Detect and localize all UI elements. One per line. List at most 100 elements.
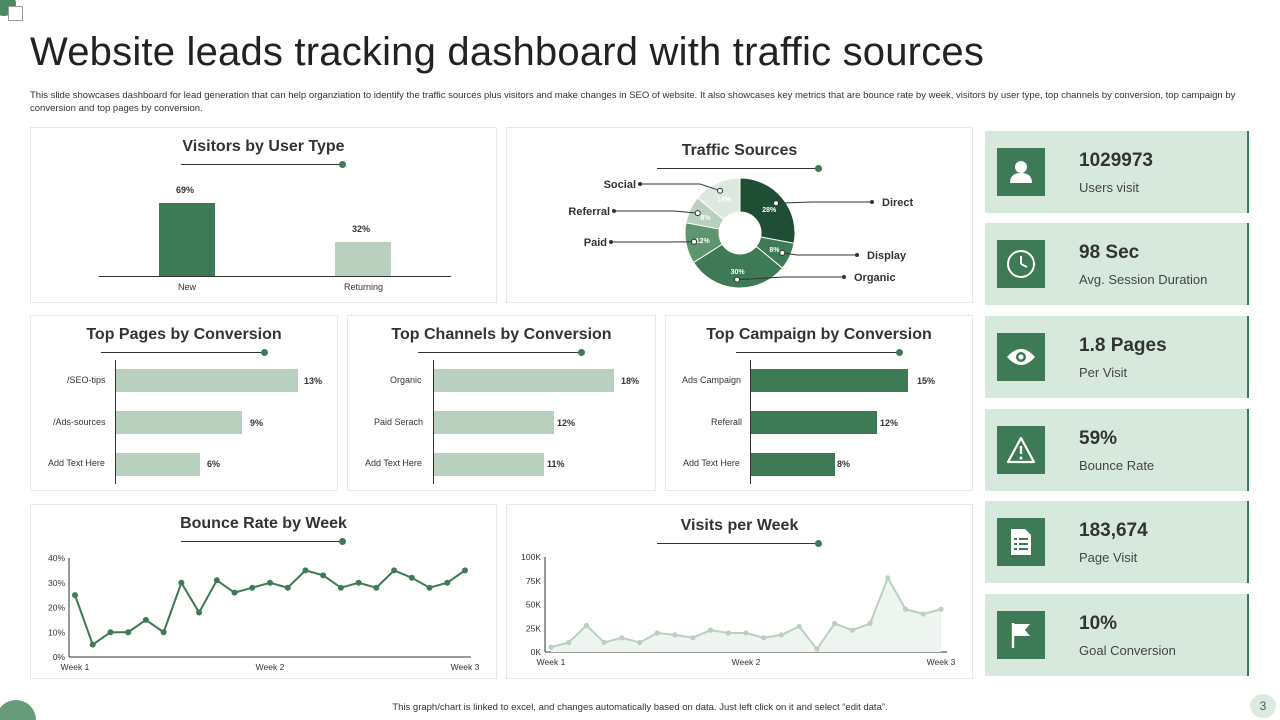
traffic-panel[interactable]: Traffic Sources 28% 8% 30% 12% 8% 14% Direct D… [506, 127, 973, 303]
top-channels-value-1: 18% [621, 376, 640, 386]
visits-panel[interactable]: Visits per Week 0K 25K 50K 75K 100K Week 1 Wee… [506, 504, 973, 679]
traffic-leader-end [870, 200, 874, 204]
kpi-users-visit[interactable]: 1029973 Users visit [985, 131, 1249, 213]
x-tick-label: Week 1 [537, 657, 566, 667]
y-tick-label: 30% [48, 578, 65, 588]
data-point [796, 623, 802, 629]
traffic-leader-line [776, 201, 872, 204]
eye-icon [997, 333, 1045, 381]
y-tick-label: 50K [526, 600, 541, 610]
traffic-slice-label: 12% [696, 238, 711, 245]
traffic-legend-social: Social [604, 179, 636, 191]
kpi-goal-conversion[interactable]: 10% Goal Conversion [985, 594, 1249, 676]
data-point [72, 592, 78, 599]
traffic-leader-end [855, 253, 859, 257]
x-tick-label: Week 3 [451, 662, 480, 672]
top-pages-bar-2[interactable] [116, 411, 242, 434]
data-point [89, 641, 96, 648]
traffic-leader-marker [773, 200, 780, 207]
data-point [637, 639, 643, 646]
top-channels-label-3: Add Text Here [365, 458, 422, 468]
traffic-slice-label: 8% [769, 247, 780, 254]
data-point [725, 630, 731, 636]
data-point [902, 606, 909, 612]
top-campaign-label-2: Referall [711, 417, 743, 427]
data-point [619, 635, 625, 641]
data-point [320, 572, 327, 579]
top-channels-panel[interactable]: Top Channels by Conversion Organic 18% P… [347, 315, 656, 491]
visitors-label-returning: Returning [344, 282, 384, 292]
top-pages-bar-3[interactable] [116, 453, 200, 476]
kpi-bounce-rate[interactable]: 59% Bounce Rate [985, 409, 1249, 491]
data-point [832, 620, 838, 627]
data-point [548, 644, 554, 650]
area-fill [551, 577, 941, 652]
data-point [408, 574, 415, 581]
y-tick-label: 10% [48, 627, 65, 637]
traffic-leader-marker [734, 276, 741, 283]
traffic-leader-end [609, 240, 613, 244]
traffic-leader-marker [691, 238, 698, 245]
visitors-label-new: New [178, 282, 197, 292]
data-point [249, 584, 256, 591]
top-pages-panel[interactable]: Top Pages by Conversion /SEO-tips 13% /A… [30, 315, 338, 491]
data-point [426, 584, 433, 591]
top-pages-bar-1[interactable] [116, 369, 298, 392]
data-point [391, 567, 398, 574]
corner-square [8, 6, 23, 21]
top-pages-value-2: 9% [250, 418, 264, 428]
top-campaign-bar-2[interactable] [751, 411, 877, 434]
top-campaign-bar-1[interactable] [751, 369, 908, 392]
kpi-page-visit-value: 183,674 [1079, 520, 1148, 541]
top-channels-bar-3[interactable] [434, 453, 544, 476]
kpi-pages-per-visit-value: 1.8 Pages [1079, 335, 1167, 356]
traffic-leader-line [737, 276, 844, 281]
data-point [373, 584, 380, 591]
visitors-bar-new[interactable] [159, 203, 215, 276]
top-channels-label-1: Organic [390, 375, 422, 385]
data-point [107, 629, 114, 636]
kpi-pages-per-visit[interactable]: 1.8 Pages Per Visit [985, 316, 1249, 398]
bounce-panel[interactable]: Bounce Rate by Week 0% 10% 20% 30% 40% Week 1… [30, 504, 497, 679]
clock-icon [997, 240, 1045, 288]
traffic-slice-label: 14% [717, 197, 732, 204]
kpi-pages-per-visit-label: Per Visit [1079, 365, 1128, 380]
visitors-title: Visitors by User Type [182, 138, 345, 155]
data-point [885, 575, 891, 581]
visitors-underline [181, 161, 346, 168]
visitors-bar-returning[interactable] [335, 242, 391, 276]
visitors-value-returning: 32% [352, 224, 371, 234]
kpi-page-visit-label: Page Visit [1079, 550, 1138, 565]
kpi-users-visit-value: 1029973 [1079, 150, 1153, 171]
kpi-session-duration-value: 98 Sec [1079, 242, 1140, 263]
top-campaign-bar-3[interactable] [751, 453, 835, 476]
kpi-page-visit[interactable]: 183,674 Page Visit [985, 501, 1249, 583]
top-pages-value-1: 13% [304, 376, 323, 386]
traffic-legend-display: Display [867, 250, 907, 262]
traffic-donut-chart[interactable]: 28% 8% 30% 12% 8% 14% Direct Display Organic Pai… [507, 128, 974, 304]
traffic-leader-end [638, 182, 642, 186]
kpi-goal-conversion-label: Goal Conversion [1079, 643, 1176, 658]
top-campaign-value-3: 8% [837, 459, 851, 469]
top-channels-bar-2[interactable] [434, 411, 554, 434]
visits-area-chart[interactable]: 0K 25K 50K 75K 100K Week 1 Week 2 Week 3 [507, 505, 974, 680]
visitors-panel[interactable]: Visitors by User Type 69% 32% New Return… [30, 127, 497, 303]
kpi-session-duration[interactable]: 98 Sec Avg. Session Duration [985, 223, 1249, 305]
data-point [938, 606, 944, 612]
visits-underline [657, 540, 822, 547]
data-point [355, 579, 362, 586]
top-pages-title: Top Pages by Conversion [86, 326, 282, 343]
data-point [743, 630, 749, 636]
traffic-leader-marker [717, 187, 724, 194]
data-point [142, 616, 149, 623]
top-campaign-label-1: Ads Campaign [682, 375, 742, 385]
top-campaign-panel[interactable]: Top Campaign by Conversion Ads Campaign … [665, 315, 973, 491]
top-campaign-underline [736, 349, 903, 356]
traffic-slice-label: 30% [731, 269, 746, 276]
warning-icon [997, 426, 1045, 474]
top-channels-bar-1[interactable] [434, 369, 614, 392]
bounce-line-chart[interactable]: 0% 10% 20% 30% 40% Week 1 Week 2 Week 3 [31, 505, 498, 680]
data-point [337, 584, 344, 591]
traffic-leader-marker [694, 210, 701, 217]
data-point [444, 579, 451, 586]
